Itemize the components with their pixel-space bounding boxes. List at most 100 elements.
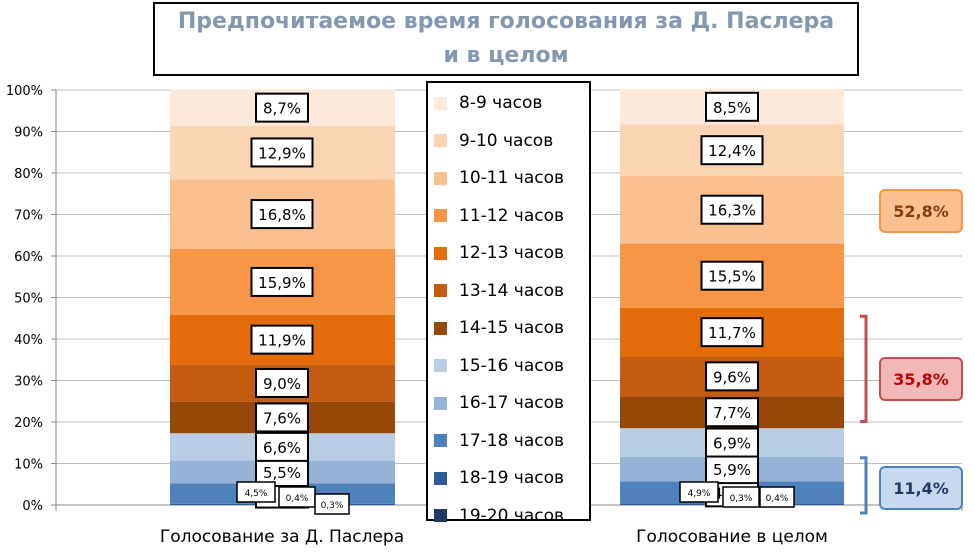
legend-swatch: [434, 434, 447, 447]
chart-legend: 8-9 часов 9-10 часов 10-11 часов 11-12 часо…: [426, 81, 591, 526]
data-label: 5,5%: [263, 464, 301, 482]
legend-label: 14-15 часов: [459, 318, 565, 338]
data-label: 12,9%: [258, 144, 306, 162]
legend-label: 11-12 часов: [459, 205, 565, 226]
data-label: 16,8%: [258, 206, 306, 224]
data-label: 12,4%: [708, 142, 756, 160]
y-tick-label: 80%: [14, 167, 43, 182]
legend-swatch: [434, 171, 447, 185]
legend-swatch: [434, 209, 447, 222]
legend-swatch: [434, 284, 447, 297]
legend-item: 12-13 часов: [434, 238, 564, 268]
data-label: 11,9%: [258, 332, 306, 350]
data-label: 11,7%: [708, 324, 756, 342]
y-tick-label: 40%: [14, 333, 43, 348]
legend-label: 16-17 часов: [459, 393, 565, 413]
legend-label: 10-11 часов: [459, 168, 565, 188]
legend-label: 9-10 часов: [459, 130, 554, 151]
data-label-box: [236, 481, 276, 503]
bracket: [860, 314, 868, 423]
legend-label: 19-20 часов: [459, 505, 565, 526]
y-tick-label: 60%: [14, 250, 43, 265]
data-label: 8,5%: [713, 99, 751, 117]
legend-swatch: [434, 509, 447, 522]
data-label: 6,9%: [713, 435, 751, 453]
bar-stack-2: 4,9%5,9% 6,9% 7,7% 9,6% 11,7% 15,5% 16,3% 12,4%…: [620, 89, 844, 508]
legend-swatch: [434, 246, 447, 260]
legend-swatch: [434, 471, 447, 485]
legend-label: 12-13 часов: [459, 243, 565, 263]
x-category-label: Голосование в целом: [636, 527, 828, 547]
data-label-box: [250, 324, 314, 355]
legend-item: 9-10 часов: [434, 126, 553, 156]
y-tick-label: 90%: [14, 126, 43, 141]
legend-item: 8-9 часов: [434, 88, 542, 118]
data-label-box: [705, 397, 759, 428]
legend-swatch: [434, 396, 447, 410]
legend-swatch: [434, 321, 447, 335]
y-tick-label: 0%: [22, 499, 43, 514]
data-label-box: [705, 361, 759, 392]
legend-item: 17-18 часов: [434, 426, 564, 456]
legend-item: 11-12 часов: [434, 201, 564, 231]
data-label: 6,6%: [263, 439, 301, 457]
data-label-box: [250, 266, 314, 297]
legend-item: 14-15 часов: [434, 313, 564, 343]
data-label-box: [700, 317, 764, 348]
y-tick-label: 100%: [6, 84, 43, 99]
data-label: 0,4%: [766, 494, 789, 504]
data-label-box: [679, 481, 719, 503]
chart-title-box: Предпочитаемое время голосования за Д. П…: [153, 2, 859, 76]
bar-stack-1: 4,5% 5,5% 6,6% 7,6% 9,0% 11,9% 15,9% 16,8% 12,9%…: [170, 89, 395, 509]
legend-swatch: [434, 359, 447, 372]
data-label: 7,6%: [263, 409, 301, 427]
data-label: 9,0%: [263, 375, 301, 393]
data-label: 0,3%: [730, 494, 753, 504]
legend-label: 13-14 часов: [459, 280, 565, 301]
legend-label: 8-9 часов: [459, 93, 543, 113]
legend-label: 17-18 часов: [459, 430, 565, 451]
data-label-box: [255, 92, 309, 123]
legend-item: 19-20 часов: [434, 501, 564, 531]
data-label-box: [314, 493, 350, 515]
data-label-box: [255, 367, 309, 398]
legend-item: 15-16 часов: [434, 351, 564, 381]
summary-percent-box: 11,4%: [879, 466, 963, 510]
data-label: 5,9%: [713, 461, 751, 479]
data-label-box: [700, 135, 764, 166]
y-tick-label: 30%: [14, 375, 43, 390]
data-label-box: [722, 486, 760, 508]
summary-percent-box: 35,8%: [879, 357, 963, 401]
legend-label: 15-16 часов: [459, 355, 565, 376]
data-label: 4,5%: [245, 489, 268, 499]
legend-label: 18-19 часов: [459, 468, 565, 488]
data-label: 8,7%: [263, 100, 301, 118]
data-label-box: [250, 199, 314, 230]
data-label-box: [705, 427, 759, 458]
legend-item: 10-11 часов: [434, 163, 564, 193]
y-tick-label: 50%: [14, 292, 43, 307]
data-label-box: [255, 402, 309, 433]
bracket: [860, 456, 868, 515]
data-label: 15,5%: [708, 268, 756, 286]
legend-item: 18-19 часов: [434, 463, 564, 493]
summary-percent-box: 52,8%: [879, 189, 963, 233]
data-label: 15,9%: [258, 274, 306, 292]
data-label-box: [250, 137, 314, 168]
legend-item: 13-14 часов: [434, 276, 564, 306]
legend-swatch: [434, 134, 447, 147]
y-tick-label: 20%: [14, 416, 43, 431]
data-label: 16,3%: [708, 202, 756, 220]
data-label: 0,4%: [286, 494, 309, 504]
data-label-box: [705, 454, 759, 485]
y-tick-label: 70%: [14, 209, 43, 224]
data-label-box: [700, 260, 764, 291]
data-label: 7,7%: [713, 404, 751, 422]
data-label-box: [255, 431, 309, 462]
data-label: 9,6%: [713, 368, 751, 386]
y-tick-label: 10%: [14, 458, 43, 473]
legend-swatch: [434, 96, 447, 110]
data-label: 0,3%: [321, 501, 344, 511]
